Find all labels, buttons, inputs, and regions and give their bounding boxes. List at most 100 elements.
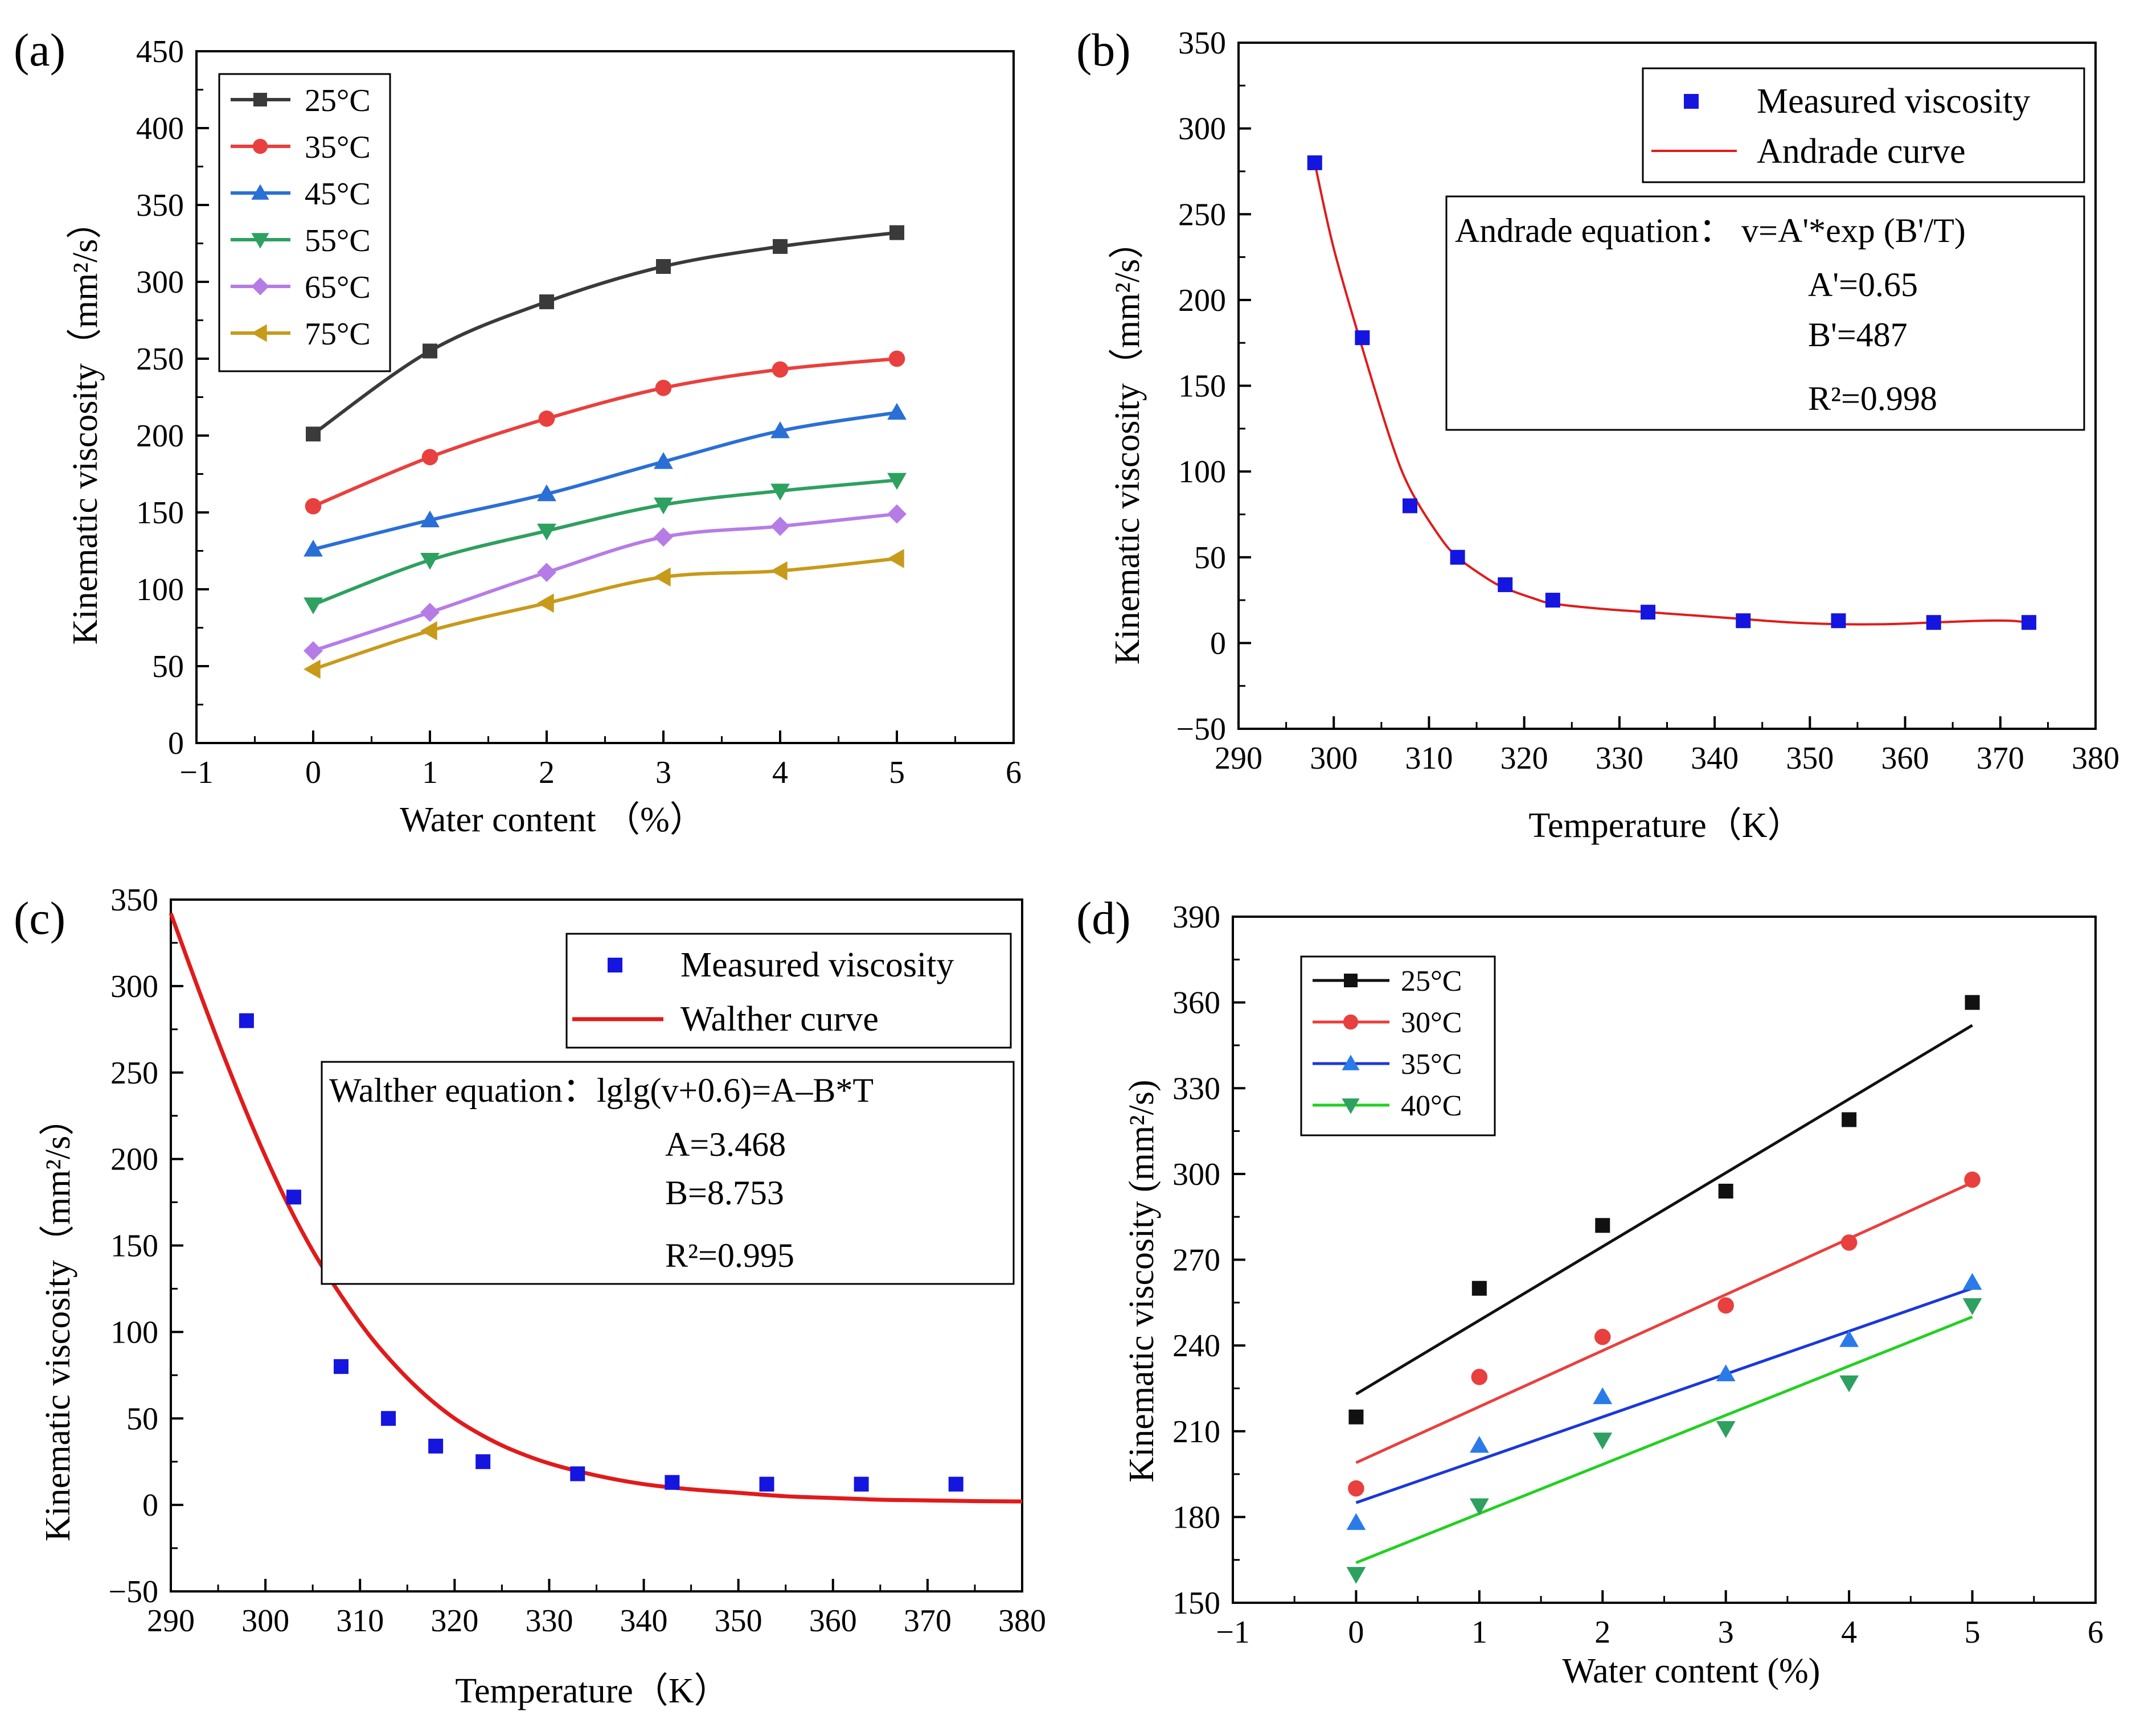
data-point-d (1842, 1112, 1857, 1127)
data-point-a (537, 593, 554, 613)
measured-point-b (1498, 577, 1513, 592)
legend-marker-d (1342, 1054, 1360, 1070)
x-tick-label-b: 330 (1596, 741, 1643, 776)
data-point-d (1471, 1281, 1487, 1296)
data-point-d (1471, 1369, 1488, 1385)
data-point-a (654, 452, 673, 469)
data-point-a (770, 561, 788, 581)
y-tick-label-c: 300 (110, 969, 158, 1004)
data-point-a (304, 659, 321, 679)
fit-line-d (1355, 1287, 1973, 1504)
y-tick-label-d: 360 (1172, 986, 1220, 1021)
y-tick-label-c: 200 (110, 1142, 158, 1177)
legend-label-c: Walther curve (680, 1000, 879, 1039)
y-tick-label-a: 400 (136, 111, 184, 146)
data-point-a (773, 239, 788, 254)
legend-box-a (218, 73, 391, 372)
measured-point-c (286, 1189, 301, 1205)
panel-label-d: (d) (1076, 892, 1131, 944)
series-line-a (313, 512, 897, 652)
panel-label-b: (b) (1076, 24, 1131, 76)
walther-curve (169, 913, 1023, 1504)
legend-box-b (1642, 67, 2085, 183)
equation-line-b: A'=0.65 (1808, 266, 1918, 303)
x-tick-label-b: 300 (1310, 741, 1358, 776)
data-point-a (770, 483, 790, 501)
x-tick-label-b: 370 (1977, 741, 2024, 776)
measured-point-c (759, 1476, 774, 1492)
data-point-d (1348, 1480, 1364, 1497)
legend-label-a: 35°C (305, 130, 371, 165)
x-tick-label-a: −1 (179, 755, 214, 790)
equation-line-c: R²=0.995 (665, 1237, 794, 1274)
legend-marker-a (253, 93, 267, 106)
equation-line-c: Walther equation：lglg(v+0.6)=A–B*T (329, 1072, 874, 1109)
y-tick-label-d: 240 (1172, 1328, 1220, 1364)
y-tick-label-a: 300 (136, 265, 184, 300)
data-point-a (654, 567, 671, 587)
x-tick-label-a: 5 (889, 755, 905, 790)
data-point-d (1839, 1330, 1859, 1347)
data-point-a (421, 449, 438, 466)
legend-box-c (565, 933, 1012, 1049)
data-point-a (539, 294, 554, 310)
data-point-a (537, 563, 556, 582)
measured-point-b (1450, 549, 1465, 565)
x-tick-label-c: 320 (430, 1603, 478, 1639)
legend-label-c: Measured viscosity (680, 946, 954, 984)
x-axis-label-a: Water content （%） (400, 801, 705, 839)
x-tick-label-a: 2 (539, 755, 555, 790)
y-tick-label-b: −50 (1176, 712, 1226, 747)
data-point-a (537, 484, 556, 502)
equation-line-b: B'=487 (1808, 316, 1908, 354)
y-tick-label-d: 300 (1172, 1157, 1220, 1192)
legend-marker-a (252, 138, 268, 154)
data-point-d (1962, 1298, 1982, 1315)
data-point-d (1346, 1513, 1366, 1530)
measured-point-c (239, 1013, 254, 1028)
panel-d: (d) Water content (%) Kinematic viscosit… (1076, 892, 2104, 1690)
y-tick-label-b: 150 (1178, 369, 1226, 404)
data-point-a (656, 259, 671, 274)
y-tick-label-c: 150 (110, 1229, 158, 1264)
fit-line-d (1355, 1315, 1973, 1565)
x-tick-label-b: 310 (1405, 741, 1453, 776)
series-line-a (312, 478, 897, 606)
y-tick-label-d: 390 (1172, 900, 1220, 935)
legend-box-d (1300, 955, 1496, 1136)
y-tick-label-b: 100 (1178, 454, 1226, 490)
data-point-a (887, 549, 904, 568)
x-tick-label-d: 5 (1965, 1615, 1981, 1650)
x-tick-label-c: 290 (147, 1603, 195, 1639)
legend-marker-a (251, 324, 267, 342)
panel-a: (a) Water content （%） Kinematic viscosit… (14, 24, 1022, 839)
measured-point-c (665, 1475, 680, 1490)
measured-point-c (854, 1476, 869, 1492)
y-tick-label-b: 350 (1178, 26, 1226, 61)
equation-box-c (321, 1061, 1015, 1285)
data-point-a (305, 498, 322, 515)
y-tick-label-d: 330 (1172, 1071, 1220, 1106)
x-tick-label-c: 380 (998, 1603, 1046, 1639)
legend-label-a: 45°C (305, 177, 371, 212)
y-tick-label-a: 0 (168, 726, 184, 761)
data-point-d (1964, 1171, 1981, 1188)
y-tick-label-d: 210 (1172, 1414, 1220, 1450)
measured-point-c (428, 1438, 444, 1454)
series-line-a (312, 231, 897, 436)
series-line-a (312, 357, 897, 508)
measured-point-c (570, 1466, 585, 1481)
legend-marker-d (1342, 1098, 1360, 1114)
y-tick-label-b: 300 (1178, 112, 1226, 147)
x-tick-label-c: 370 (904, 1603, 952, 1639)
x-tick-label-b: 340 (1691, 741, 1739, 776)
y-tick-label-a: 100 (136, 572, 184, 608)
data-point-d (1965, 995, 1980, 1010)
y-tick-label-c: 250 (110, 1056, 158, 1091)
y-tick-label-a: 350 (136, 188, 184, 223)
data-point-d (1962, 1273, 1982, 1290)
data-point-d (1469, 1435, 1489, 1453)
y-tick-label-c: 100 (110, 1315, 158, 1350)
y-axis-label-d: Kinematic viscosity (mm²/s) (1122, 1080, 1161, 1482)
